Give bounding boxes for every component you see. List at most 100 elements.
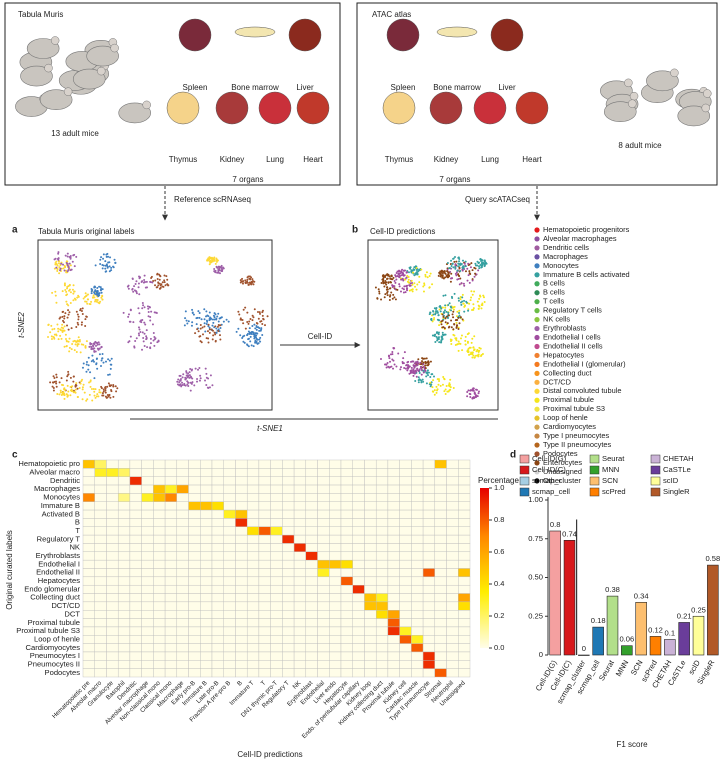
heatmap-cell (364, 643, 377, 653)
cell-point (142, 340, 145, 343)
cell-point (404, 291, 407, 294)
heatmap-cell (305, 476, 318, 486)
arrow-label: Reference scRNAseq (174, 195, 251, 204)
cell-point (76, 395, 79, 398)
cell-point (132, 321, 135, 324)
heatmap-cell (153, 643, 166, 653)
cell-point (218, 317, 221, 320)
cell-point (391, 297, 394, 300)
cell-point (76, 296, 79, 299)
cell-point (144, 286, 147, 289)
cell-point (71, 389, 74, 392)
cell-point (249, 340, 252, 343)
cell-point (80, 380, 83, 383)
cell-point (415, 268, 418, 271)
cell-point (425, 271, 428, 274)
cell-point (152, 332, 155, 335)
heatmap-cell (141, 501, 154, 511)
heatmap-cell (235, 476, 248, 486)
heatmap-cell (106, 559, 119, 569)
cell-point (61, 315, 64, 318)
cell-point (450, 306, 453, 309)
heatmap-cell (141, 476, 154, 486)
heatmap-cell (94, 643, 107, 653)
heatmap-cell (434, 501, 447, 511)
y-tick-label: 0.50 (528, 573, 543, 582)
legend-swatch (519, 476, 530, 486)
heatmap-cell (211, 518, 224, 527)
cell-point (207, 323, 210, 326)
cell-point (200, 318, 203, 321)
heatmap-cell (94, 601, 107, 611)
cell-point (100, 385, 103, 388)
value-label: 0.8 (550, 520, 561, 529)
organ-icon (166, 91, 200, 125)
cell-point (444, 388, 447, 391)
cell-point (204, 379, 207, 382)
cell-point (191, 308, 194, 311)
legend-swatch (534, 478, 540, 484)
heatmap-cell (94, 459, 107, 469)
heatmap-cell (329, 635, 342, 644)
cell-point (101, 357, 104, 360)
legend-swatch (589, 487, 600, 497)
cell-point (205, 383, 208, 386)
cell-point (454, 267, 457, 270)
cell-point (66, 316, 69, 319)
heatmap-cell (235, 576, 248, 586)
cell-point (138, 334, 141, 337)
heatmap-cell (305, 618, 318, 628)
col-label: T (260, 679, 268, 687)
cell-point (471, 389, 474, 392)
heatmap-cell (200, 476, 213, 486)
heatmap-cell (411, 601, 424, 611)
cell-point (57, 251, 60, 254)
heatmap-cell (364, 559, 377, 569)
cell-point (439, 270, 442, 273)
cell-point (441, 383, 444, 386)
heatmap-cell (82, 626, 95, 636)
cell-point (208, 328, 211, 331)
cell-point (157, 339, 160, 342)
heatmap-cell (434, 618, 447, 628)
cell-point (378, 292, 381, 295)
heatmap-cell (364, 543, 377, 553)
heatmap-cell (223, 576, 236, 586)
heatmap-cell (106, 651, 119, 661)
heatmap-cell (364, 651, 377, 661)
heatmap-cell (211, 601, 224, 611)
cell-point (466, 333, 469, 336)
cell-point (67, 328, 70, 331)
heatmap-cell (411, 651, 424, 661)
cell-point (251, 278, 254, 281)
cell-point (247, 338, 250, 341)
cell-point (110, 357, 113, 360)
heatmap-cell (387, 501, 400, 511)
cell-point (159, 275, 162, 278)
cell-point (55, 373, 58, 376)
cell-point (87, 364, 90, 367)
heatmap-cell (94, 593, 107, 603)
heatmap-cell (317, 584, 330, 594)
heatmap-cell (317, 660, 330, 669)
cell-point (266, 315, 269, 318)
cell-point (474, 354, 477, 357)
heatmap-cell (340, 551, 353, 561)
cell-point (227, 320, 230, 323)
cell-point (411, 370, 414, 373)
legend-label: B cells (543, 288, 565, 297)
cell-point (477, 390, 480, 393)
heatmap-cell (434, 534, 447, 544)
heatmap-cell (458, 476, 471, 486)
cell-point (464, 265, 467, 268)
cell-point (450, 277, 453, 280)
legend-label: Seurat (602, 454, 625, 463)
cell-point (102, 257, 105, 260)
heatmap-cell (317, 593, 330, 603)
heatmap-cell (458, 568, 471, 578)
cell-point (478, 305, 481, 308)
cell-point (462, 302, 465, 305)
cell-point (207, 341, 210, 344)
heatmap-cell (282, 643, 295, 653)
cell-point (83, 295, 86, 298)
